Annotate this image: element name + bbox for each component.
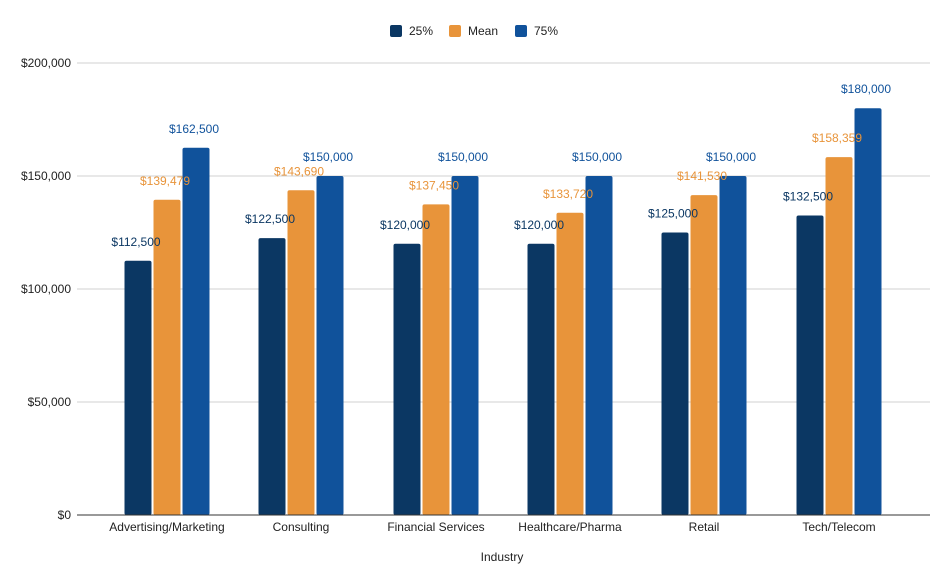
bar [527,243,555,516]
data-label: $143,690 [274,164,324,178]
legend-swatch [515,25,527,37]
y-tick-label: $50,000 [28,395,72,409]
bar [422,204,450,515]
y-tick-label: $100,000 [21,282,71,296]
data-label: $137,450 [409,178,459,192]
bar [825,157,853,516]
data-label: $150,000 [303,150,353,164]
axes: $0 $50,000 $100,000 $150,000 $200,000 Adverti… [21,56,930,534]
data-labels: $112,500 $122,500 $120,000 $120,000 $125,000… [111,82,891,249]
bar [124,260,152,515]
data-label: $158,359 [812,131,862,145]
bar [854,108,882,515]
bar [258,238,286,515]
data-label: $180,000 [841,82,891,96]
data-label: $162,500 [169,122,219,136]
bar [719,176,747,515]
data-label: $120,000 [514,218,564,232]
y-tick-label: $0 [58,508,72,522]
data-label: $132,500 [783,190,833,204]
x-tick-label: Consulting [273,520,330,534]
data-label: $150,000 [706,150,756,164]
bar [153,199,181,515]
data-label: $150,000 [572,150,622,164]
gridlines [77,62,930,403]
legend: 25% Mean 75% [390,24,558,38]
x-tick-label: Financial Services [387,520,484,534]
bars [124,108,882,516]
bar [690,195,718,515]
data-label: $139,479 [140,174,190,188]
bar [556,212,584,516]
y-tick-label: $150,000 [21,169,71,183]
legend-label: 25% [409,24,433,38]
data-label: $133,720 [543,187,593,201]
y-tick-label: $200,000 [21,56,71,70]
bar [796,215,824,516]
bar [182,147,210,515]
x-tick-label: Retail [689,520,720,534]
bar [316,176,344,515]
bar [585,176,613,515]
legend-label: 75% [534,24,558,38]
bar [393,243,421,516]
data-label: $112,500 [111,235,160,249]
x-axis-title: Industry [481,550,524,564]
data-label: $150,000 [438,150,488,164]
legend-label: Mean [468,24,498,38]
bar [451,176,479,515]
data-label: $125,000 [648,207,698,221]
x-tick-label: Healthcare/Pharma [518,520,622,534]
bar [661,232,689,515]
bar [287,190,315,515]
data-label: $141,530 [677,169,727,183]
legend-swatch [390,25,402,37]
legend-swatch [449,25,461,37]
x-tick-label: Tech/Telecom [802,520,875,534]
data-label: $120,000 [380,218,430,232]
x-tick-label: Advertising/Marketing [109,520,224,534]
data-label: $122,500 [245,212,295,226]
